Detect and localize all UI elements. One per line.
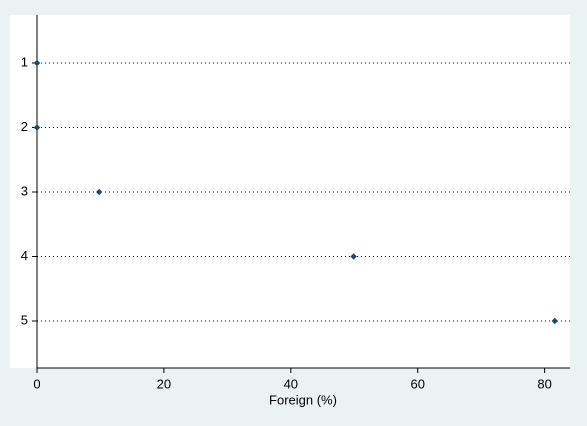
y-tick-label: 4 xyxy=(21,248,28,263)
dot-marker xyxy=(33,59,41,67)
x-tick-label: 0 xyxy=(33,376,40,391)
x-axis-label: Foreign (%) xyxy=(269,392,337,407)
dot-marker xyxy=(551,317,558,325)
y-tick-label: 3 xyxy=(21,183,28,198)
y-tick-label: 5 xyxy=(21,312,28,327)
x-tick-label: 40 xyxy=(284,376,298,391)
dot-marker xyxy=(33,124,41,131)
y-tick-label: 1 xyxy=(21,54,28,69)
x-tick-label: 60 xyxy=(410,376,424,391)
x-tick-label: 20 xyxy=(157,376,171,391)
dot-marker xyxy=(350,253,357,260)
x-tick-label: 80 xyxy=(537,376,551,391)
dot-marker xyxy=(95,188,103,196)
y-tick-label: 2 xyxy=(21,119,28,134)
